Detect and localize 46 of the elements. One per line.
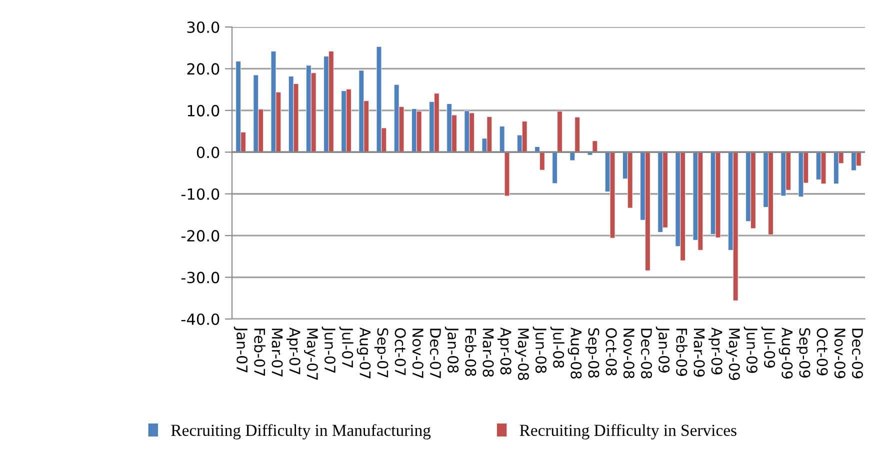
y-tick-label: -40.0 bbox=[181, 313, 220, 326]
x-tick-label: May-09 bbox=[726, 328, 740, 380]
x-tick-label: Sep-07 bbox=[374, 328, 388, 378]
y-tick-label: 0.0 bbox=[196, 146, 220, 158]
x-tick-label: Aug-09 bbox=[778, 327, 793, 379]
x-tick-label: Apr-07 bbox=[286, 327, 300, 374]
x-tick-label: Mar-07 bbox=[272, 328, 283, 376]
x-tick-label: Dec-07 bbox=[430, 328, 442, 378]
legend-label: Recruiting Difficulty in Manufacturing bbox=[171, 424, 431, 440]
y-tick-label: -20.0 bbox=[181, 230, 220, 242]
x-tick-label: Feb-09 bbox=[676, 328, 688, 376]
y-tick-label: 30.0 bbox=[187, 21, 220, 34]
x-tick-label: Feb-07 bbox=[254, 328, 266, 376]
x-tick-label: Oct-08 bbox=[606, 328, 617, 376]
x-tick-label: May-07 bbox=[304, 328, 318, 380]
x-tick-label: Jul-09 bbox=[761, 326, 776, 368]
x-tick-label: Sep-08 bbox=[585, 328, 600, 378]
x-tick-label: Jun-09 bbox=[744, 326, 758, 373]
x-tick-label: Nov-07 bbox=[412, 328, 424, 378]
x-tick-label: Mar-09 bbox=[694, 328, 705, 377]
x-tick-label: Jan-07 bbox=[234, 326, 248, 372]
x-tick-label: Aug-07 bbox=[356, 327, 371, 378]
x-tick-label: Jun-07 bbox=[322, 326, 336, 373]
x-tick-label: Jul-08 bbox=[550, 326, 564, 368]
x-tick-label: Oct-09 bbox=[816, 328, 828, 376]
x-tick-label: Nov-09 bbox=[834, 328, 846, 378]
x-tick-label: Jan-08 bbox=[444, 326, 459, 373]
legend-label: Recruiting Difficulty in Services bbox=[520, 424, 736, 440]
x-tick-label: Aug-08 bbox=[568, 327, 582, 379]
y-tick-label: 10.0 bbox=[188, 104, 220, 116]
y-tick-label: -30.0 bbox=[181, 272, 220, 284]
x-tick-label: Dec-08 bbox=[640, 328, 652, 378]
y-tick-label: 20.0 bbox=[187, 63, 220, 75]
x-tick-label: Mar-08 bbox=[482, 328, 494, 377]
x-tick-label: May-08 bbox=[515, 328, 529, 380]
x-tick-label: Sep-09 bbox=[796, 328, 810, 378]
x-tick-label: Jan-09 bbox=[656, 326, 670, 373]
x-tick-label: Nov-08 bbox=[623, 328, 634, 378]
x-tick-label: Oct-07 bbox=[394, 328, 406, 376]
x-tick-label: Jul-07 bbox=[339, 326, 354, 368]
x-tick-label: Feb-08 bbox=[465, 328, 476, 376]
x-tick-label: Jun-08 bbox=[532, 326, 547, 373]
x-tick-label: Dec-09 bbox=[852, 328, 864, 378]
y-tick-label: -10.0 bbox=[181, 188, 220, 200]
x-tick-label: Apr-09 bbox=[708, 327, 722, 374]
x-tick-label: Apr-08 bbox=[497, 327, 512, 374]
